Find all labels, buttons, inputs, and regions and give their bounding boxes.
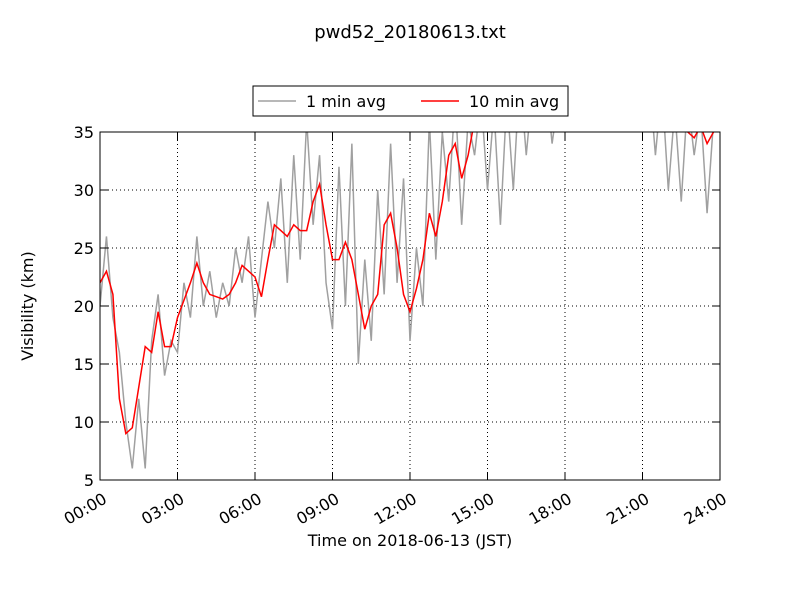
legend-label: 10 min avg bbox=[469, 92, 559, 111]
y-axis-label: Visibility (km) bbox=[18, 251, 37, 360]
legend-label: 1 min avg bbox=[306, 92, 386, 111]
legend-box bbox=[252, 85, 569, 117]
y-tick-label: 25 bbox=[74, 239, 94, 258]
y-tick-label: 15 bbox=[74, 355, 94, 374]
y-tick-label: 20 bbox=[74, 297, 94, 316]
x-axis-label: Time on 2018-06-13 (JST) bbox=[307, 531, 512, 550]
series-line bbox=[100, 132, 715, 436]
series-line bbox=[100, 132, 714, 469]
y-tick-label: 35 bbox=[74, 123, 94, 142]
y-tick-label: 5 bbox=[84, 471, 94, 490]
y-tick-label: 10 bbox=[74, 413, 94, 432]
y-tick-label: 30 bbox=[74, 181, 94, 200]
chart-title: pwd52_20180613.txt bbox=[314, 22, 506, 43]
